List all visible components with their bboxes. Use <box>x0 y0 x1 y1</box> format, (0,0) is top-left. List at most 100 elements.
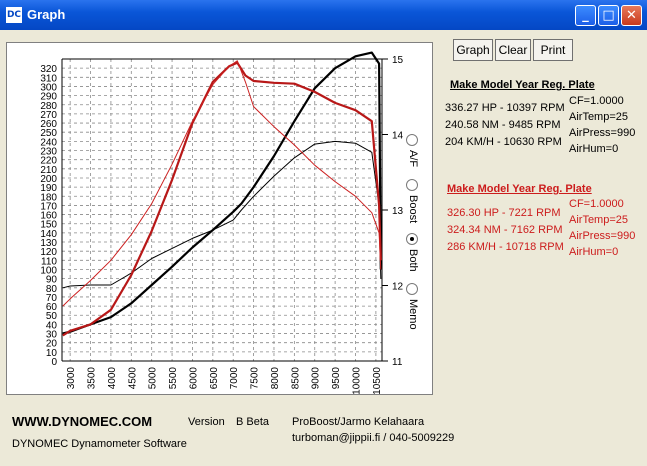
y-tick-label: 190 <box>40 183 57 194</box>
radio-label: Both <box>407 249 419 272</box>
x-tick-label: 6000 <box>188 367 199 390</box>
dyno-chart: 3000 3500 4000 4500 5000 5500 6000 6500 7000 7500… <box>40 51 404 395</box>
website-label: WWW.DYNOMEC.COM <box>12 414 153 429</box>
y-tick-label: 200 <box>40 174 57 185</box>
x-tick-label: 5500 <box>168 367 179 390</box>
run1-hp: 336.27 HP - 10397 RPM <box>445 102 565 114</box>
run2-nm: 324.34 NM - 7162 RPM <box>447 224 563 236</box>
run2-airtemp: AirTemp=25 <box>569 214 629 226</box>
y-tick-label: 70 <box>46 293 58 304</box>
contact-label: turboman@jippii.fi / 040-5009229 <box>292 432 455 444</box>
version-label: Version <box>188 416 225 428</box>
run1-header: Make Model Year Reg. Plate <box>450 79 595 91</box>
y-tick-label: 220 <box>40 156 57 167</box>
y-tick-label: 80 <box>46 284 58 295</box>
x-tick-label: 8500 <box>290 367 301 390</box>
run2-cf: CF=1.0000 <box>569 198 624 210</box>
close-button[interactable]: ✕ <box>621 5 642 26</box>
radio-button-icon[interactable] <box>406 134 418 146</box>
y-tick-label: 10 <box>46 348 58 359</box>
run1-airpress: AirPress=990 <box>569 127 636 139</box>
chart-frame: 3000 3500 4000 4500 5000 5500 6000 6500 7000 7500… <box>6 42 433 395</box>
y2-tick-label: 14 <box>392 131 404 142</box>
y-tick-label: 90 <box>46 275 58 286</box>
x-tick-label: 10000 <box>352 367 363 394</box>
y-tick-label: 50 <box>46 311 58 322</box>
y-tick-label: 310 <box>40 73 57 84</box>
radio-button-icon[interactable] <box>406 179 418 191</box>
y2-tick-label: 12 <box>392 282 404 293</box>
y-tick-label: 260 <box>40 119 57 130</box>
y-tick-label: 240 <box>40 137 57 148</box>
series-line-4 <box>62 60 382 307</box>
minimize-button[interactable]: _ <box>575 5 596 26</box>
graph-button[interactable]: Graph <box>453 39 493 61</box>
run1-cf: CF=1.0000 <box>569 95 624 107</box>
series-line-2 <box>62 140 382 289</box>
y2-tick-label: 11 <box>392 357 403 368</box>
run1-kmh: 204 KM/H - 10630 RPM <box>445 136 562 148</box>
y-tick-label: 270 <box>40 110 57 121</box>
x-tick-label: 4000 <box>107 367 118 390</box>
x-tick-label: 4500 <box>127 367 138 390</box>
version-value: B Beta <box>236 416 270 428</box>
radio-af[interactable]: A/F <box>406 134 420 194</box>
y-tick-label: 130 <box>40 238 57 249</box>
title-bar: DC Graph _ □ ✕ <box>0 0 647 30</box>
x-tick-label: 8000 <box>270 367 281 390</box>
x-tick-label: 7500 <box>250 367 261 390</box>
software-name: DYNOMEC Dynamometer Software <box>12 438 187 450</box>
radio-label: Memo <box>407 299 419 330</box>
x-tick-label: 5000 <box>148 367 159 390</box>
y-tick-label: 30 <box>46 330 58 341</box>
x-tick-label: 3500 <box>87 367 98 390</box>
y-tick-label: 110 <box>41 256 57 267</box>
radio-label: Boost <box>407 195 419 224</box>
radio-button-icon[interactable] <box>406 283 418 295</box>
y-tick-label: 160 <box>40 211 57 222</box>
y-tick-label: 20 <box>46 339 58 350</box>
x-tick-label: 3000 <box>66 367 77 390</box>
y-tick-label: 0 <box>51 357 57 368</box>
radio-boost[interactable]: Boost <box>406 179 420 239</box>
radio-button-icon[interactable] <box>406 233 418 245</box>
y-tick-label: 210 <box>40 165 57 176</box>
y-tick-label: 100 <box>40 265 57 276</box>
window-title: Graph <box>27 7 66 22</box>
y-tick-label: 170 <box>40 201 57 212</box>
run1-nm: 240.58 NM - 9485 RPM <box>445 119 561 131</box>
clear-button[interactable]: Clear <box>495 39 531 61</box>
series-line-3 <box>62 61 382 337</box>
run2-header: Make Model Year Reg. Plate <box>447 183 592 195</box>
y-tick-label: 180 <box>40 192 57 203</box>
y-tick-label: 230 <box>40 147 57 158</box>
maximize-button[interactable]: □ <box>598 5 619 26</box>
y-tick-label: 60 <box>46 302 58 313</box>
y-tick-label: 120 <box>40 247 57 258</box>
run2-kmh: 286 KM/H - 10718 RPM <box>447 241 564 253</box>
print-button[interactable]: Print <box>533 39 573 61</box>
x-tick-label: 6500 <box>209 367 220 390</box>
y-tick-label: 250 <box>40 128 57 139</box>
x-tick-label: 10500 <box>372 367 383 394</box>
x-tick-label: 7000 <box>229 367 240 390</box>
run2-hp: 326.30 HP - 7221 RPM <box>447 207 561 219</box>
y-tick-label: 300 <box>40 82 57 93</box>
series-line-1 <box>62 51 382 335</box>
run1-airtemp: AirTemp=25 <box>569 111 629 123</box>
radio-memo[interactable]: Memo <box>406 283 420 343</box>
y-tick-label: 150 <box>40 220 57 231</box>
x-tick-label: 9000 <box>311 367 322 390</box>
y2-tick-label: 15 <box>392 55 404 66</box>
y-tick-label: 290 <box>40 92 57 103</box>
y-tick-label: 40 <box>46 320 58 331</box>
radio-label: A/F <box>407 150 419 168</box>
y-tick-label: 280 <box>40 101 57 112</box>
app-icon: DC <box>6 7 22 23</box>
run1-airhum: AirHum=0 <box>569 143 619 155</box>
run2-airhum: AirHum=0 <box>569 246 619 258</box>
y-tick-label: 320 <box>40 64 57 75</box>
x-tick-label: 9500 <box>331 367 342 390</box>
radio-both[interactable]: Both <box>406 233 420 293</box>
y-tick-label: 140 <box>40 229 57 240</box>
